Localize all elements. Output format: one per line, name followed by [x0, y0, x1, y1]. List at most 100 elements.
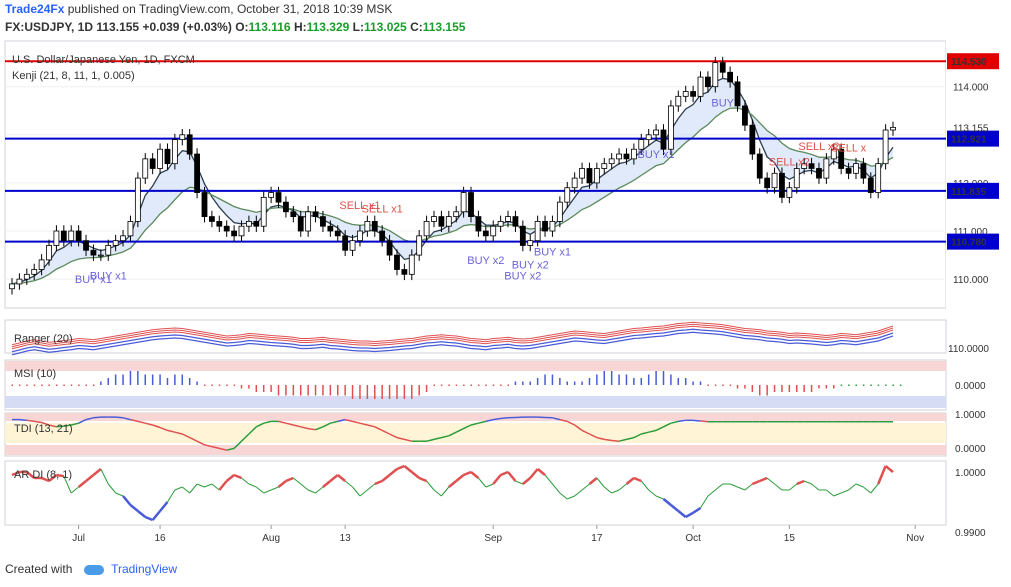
tdi-segment — [493, 417, 501, 421]
candle-body — [601, 163, 608, 169]
msi-bar — [174, 374, 176, 385]
msi-bar — [129, 371, 132, 385]
ardi-segment — [840, 489, 849, 494]
candle-body — [838, 148, 845, 169]
msi-upper-zone — [5, 361, 946, 371]
ardi-frame — [4, 460, 947, 526]
msi-bar — [366, 385, 369, 399]
candle-body — [727, 71, 734, 83]
ardi-segment — [92, 468, 102, 476]
time-tick-label: 16 — [155, 533, 167, 544]
ardi-segment — [478, 477, 487, 488]
tradingview-link[interactable]: TradingView — [111, 562, 178, 576]
candle-body — [53, 230, 60, 246]
signal-label: BUY x1 — [638, 149, 675, 161]
ardi-segment — [707, 489, 716, 497]
candle-body — [771, 172, 778, 189]
candle-body — [660, 129, 667, 150]
ardi-segment — [129, 504, 139, 512]
low-label: L: — [352, 20, 364, 34]
msi-bar — [744, 385, 746, 389]
candle-body — [312, 211, 319, 217]
msi-dot — [463, 384, 465, 386]
level-tag-label: 110.780 — [951, 238, 987, 249]
ardi-segment — [122, 495, 132, 506]
tdi-segment — [255, 422, 265, 428]
candle-body — [742, 105, 748, 126]
candle-body — [9, 283, 15, 290]
ardi-segment — [307, 489, 316, 494]
candle-body — [297, 216, 304, 232]
ardi-segment — [196, 483, 205, 488]
msi-bar — [684, 378, 687, 385]
ardi-segment — [640, 480, 650, 491]
tdi-segment — [204, 444, 213, 448]
tdi-segment — [552, 417, 561, 421]
msi-dot — [707, 384, 709, 386]
signal-label: BUY x2 — [504, 270, 541, 282]
ardi-segment — [759, 476, 768, 483]
ardi-segment — [774, 483, 783, 491]
ardi-segment — [107, 483, 117, 494]
price-tick-label: 114.000 — [953, 83, 989, 94]
candle-body — [875, 163, 882, 193]
tdi-segment — [655, 426, 664, 432]
msi-bar — [359, 385, 361, 399]
candle-body — [364, 221, 371, 232]
msi-bar — [418, 385, 420, 396]
ardi-segment — [826, 489, 835, 497]
candle-body — [46, 245, 52, 261]
tdi-segment — [330, 420, 338, 424]
ardi-segment — [204, 483, 213, 488]
msi-bar — [655, 371, 657, 385]
ardi-segment — [322, 480, 332, 488]
signal-label: SELL x1 — [362, 204, 403, 216]
signal-label: SELL x — [831, 142, 867, 154]
ardi-segment — [751, 479, 761, 486]
ardi-segment — [211, 483, 220, 491]
tdi-segment — [174, 431, 183, 435]
candle-body — [386, 240, 393, 256]
ardi-segment — [796, 479, 805, 486]
msi-bar — [618, 374, 620, 385]
ardi-segment — [670, 504, 680, 512]
msi-dot — [722, 384, 724, 386]
candle-body — [97, 254, 104, 257]
candle-body — [394, 254, 400, 270]
tdi-segment — [433, 436, 442, 441]
signal-label: BUY x1 — [90, 270, 127, 282]
msi-bar — [662, 371, 665, 385]
msi-bar — [633, 378, 635, 385]
ardi-segment — [77, 480, 87, 488]
tdi-segment — [589, 433, 598, 439]
tdi-segment — [137, 420, 146, 424]
chart-area[interactable]: 114.000113.000112.000111.000110.000114.5… — [0, 38, 1011, 550]
msi-bar — [196, 381, 198, 385]
tdi-segment — [455, 427, 464, 433]
open-value: 113.116 — [248, 20, 291, 34]
ardi-segment — [863, 486, 872, 494]
ardi-segment — [115, 492, 124, 497]
time-tick-label: Jul — [72, 533, 85, 544]
tdi-segment — [48, 424, 57, 428]
msi-bar — [833, 385, 835, 389]
ardi-segment — [218, 480, 228, 491]
ardi-segment — [270, 486, 279, 491]
ardi-segment — [263, 489, 272, 494]
time-tick-label: Nov — [906, 533, 924, 544]
candle-body — [142, 158, 149, 179]
msi-dot — [226, 384, 228, 386]
ardi-pane: 1.0000 0.9900 — [4, 460, 986, 539]
level-tag-label: 111.835 — [951, 187, 986, 198]
ardi-segment — [70, 486, 79, 494]
msi-dot — [440, 384, 443, 386]
brand-name[interactable]: Trade24Fx — [5, 2, 65, 16]
ardi-segment — [396, 464, 405, 471]
ardi-segment — [255, 486, 265, 494]
ardi-segment — [715, 483, 724, 491]
ardi-segment — [233, 473, 242, 480]
msi-bar — [603, 371, 606, 385]
candle-body — [786, 187, 793, 198]
level-tag — [947, 182, 999, 199]
msi-bar — [788, 385, 791, 392]
